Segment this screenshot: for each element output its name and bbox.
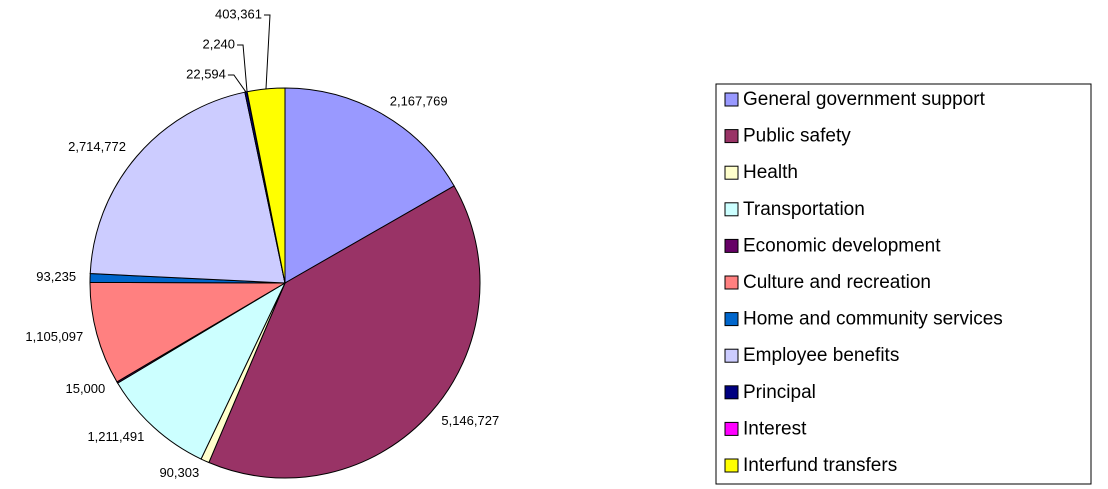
- pie-slice: [284, 87, 455, 284]
- legend-swatch: [724, 421, 739, 436]
- legend-swatch: [724, 348, 739, 363]
- data-label: 15,000: [65, 381, 105, 396]
- data-label: 93,235: [36, 269, 76, 284]
- leader-line: [227, 74, 247, 93]
- legend-swatch: [724, 202, 739, 217]
- data-label: 1,211,491: [87, 429, 144, 444]
- legend-swatch: [724, 165, 739, 180]
- legend-label: Home and community services: [743, 309, 1003, 330]
- pie-slice: [208, 185, 481, 479]
- legend-label: Interest: [743, 418, 807, 439]
- data-label: 90,303: [159, 465, 199, 480]
- data-label: 2,240: [202, 36, 235, 51]
- leader-line: [237, 44, 248, 92]
- pie-slice: [116, 281, 287, 460]
- legend-swatch: [724, 129, 739, 144]
- legend-label: Interfund transfers: [743, 455, 897, 476]
- legend-label: Economic development: [743, 235, 941, 256]
- legend-swatch: [724, 92, 739, 107]
- data-label: 2,714,772: [68, 139, 126, 154]
- legend-swatch: [724, 458, 739, 473]
- legend-swatch: [724, 312, 739, 327]
- legend-swatch: [724, 275, 739, 290]
- legend-label: Transportation: [743, 199, 865, 220]
- data-label: 1,105,097: [25, 329, 83, 344]
- legend-label: Culture and recreation: [743, 272, 931, 293]
- legend-swatch: [724, 385, 739, 400]
- data-label: 403,361: [215, 6, 262, 21]
- pie-slice: [89, 281, 287, 383]
- legend-label: Principal: [743, 382, 816, 403]
- legend-label: Public safety: [743, 126, 851, 147]
- pie-slice: [89, 91, 286, 284]
- data-label: 5,146,727: [441, 413, 499, 428]
- legend-swatch: [724, 238, 739, 253]
- legend-box: [715, 83, 1092, 485]
- legend-label: General government support: [743, 89, 986, 110]
- legend-label: Employee benefits: [743, 345, 899, 366]
- legend-label: Health: [743, 162, 798, 183]
- data-label: 22,594: [186, 66, 226, 81]
- data-label: 2,167,769: [390, 94, 448, 109]
- leader-line: [263, 14, 271, 89]
